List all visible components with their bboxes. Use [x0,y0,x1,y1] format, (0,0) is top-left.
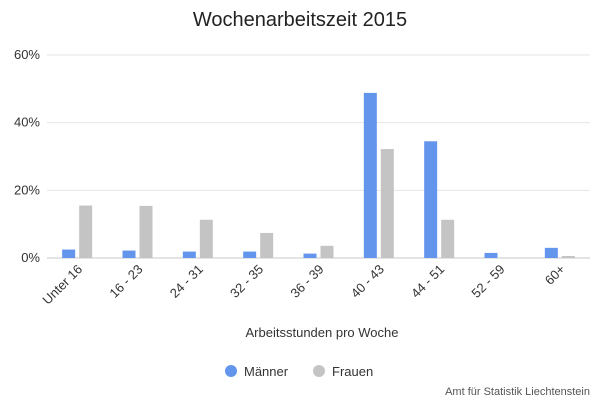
x-tick-label: 36 - 39 [287,262,326,301]
bar-frauen[interactable] [79,205,93,258]
bar-frauen[interactable] [561,255,575,258]
legend[interactable]: Männer Frauen [225,364,373,379]
bar-maenner[interactable] [122,250,136,258]
x-tick-label: 24 - 31 [167,262,206,301]
legend-label: Männer [244,364,289,379]
bar-frauen[interactable] [139,205,153,258]
legend-item-maenner[interactable]: Männer [225,364,289,379]
x-tick-label: Unter 16 [39,262,85,308]
x-tick-label: 60+ [542,262,568,288]
y-tick-label: 0% [21,250,40,265]
bar-maenner[interactable] [62,249,76,258]
y-tick-label: 20% [14,182,40,197]
x-tick-label: 52 - 59 [468,262,507,301]
bar-frauen[interactable] [441,219,455,258]
bar-maenner[interactable] [303,253,317,258]
chart-title: Wochenarbeitszeit 2015 [193,9,407,31]
legend-marker [225,365,237,377]
x-tick-label: 16 - 23 [106,262,145,301]
x-tick-label: 44 - 51 [408,262,447,301]
legend-marker [313,365,325,377]
legend-item-frauen[interactable]: Frauen [313,364,373,379]
legend-label: Frauen [332,364,373,379]
gridlines [47,54,590,259]
bar-frauen[interactable] [320,245,334,258]
x-axis-ticks: Unter 16 16 - 23 24 - 31 32 - 35 36 - 39 40 -… [39,262,568,308]
bar-frauen[interactable] [260,232,274,258]
x-axis-title: Arbeitsstunden pro Woche [246,325,399,340]
bar-maenner[interactable] [243,251,257,258]
y-tick-label: 40% [14,115,40,130]
bar-maenner[interactable] [182,251,196,258]
bar-frauen[interactable] [199,219,213,258]
y-tick-label: 60% [14,47,40,62]
bar-maenner[interactable] [363,92,377,258]
bar-maenner[interactable] [424,141,438,258]
y-axis-ticks: 0% 20% 40% 60% [14,47,40,265]
credit-text: Amt für Statistik Liechtenstein [445,386,590,398]
bar-frauen[interactable] [380,149,394,258]
bars [62,92,575,258]
x-tick-label: 40 - 43 [348,262,387,301]
x-tick-label: 32 - 35 [227,262,266,301]
bar-maenner[interactable] [544,247,558,258]
bar-maenner[interactable] [484,252,498,258]
